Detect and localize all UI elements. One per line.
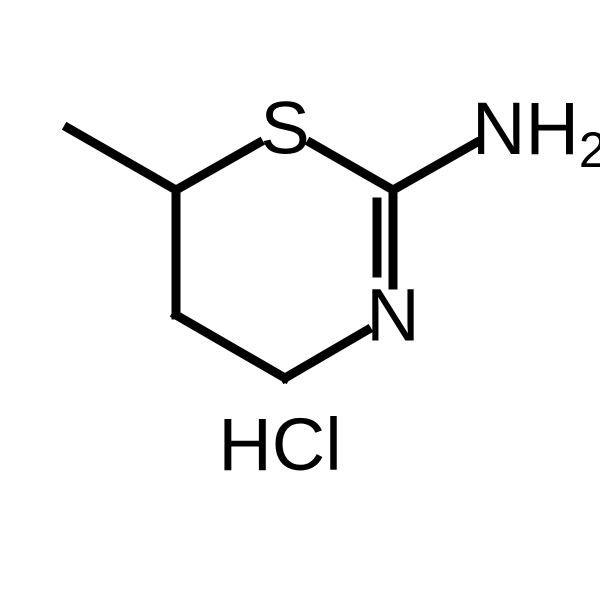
atom-label-nh2: NH2 (472, 87, 600, 179)
atom-label-s: S (260, 87, 309, 170)
counterion-label: HCl (218, 403, 341, 486)
atom-label-n3: N (366, 274, 419, 357)
chemical-structure: S N NH2 HCl (0, 0, 600, 600)
